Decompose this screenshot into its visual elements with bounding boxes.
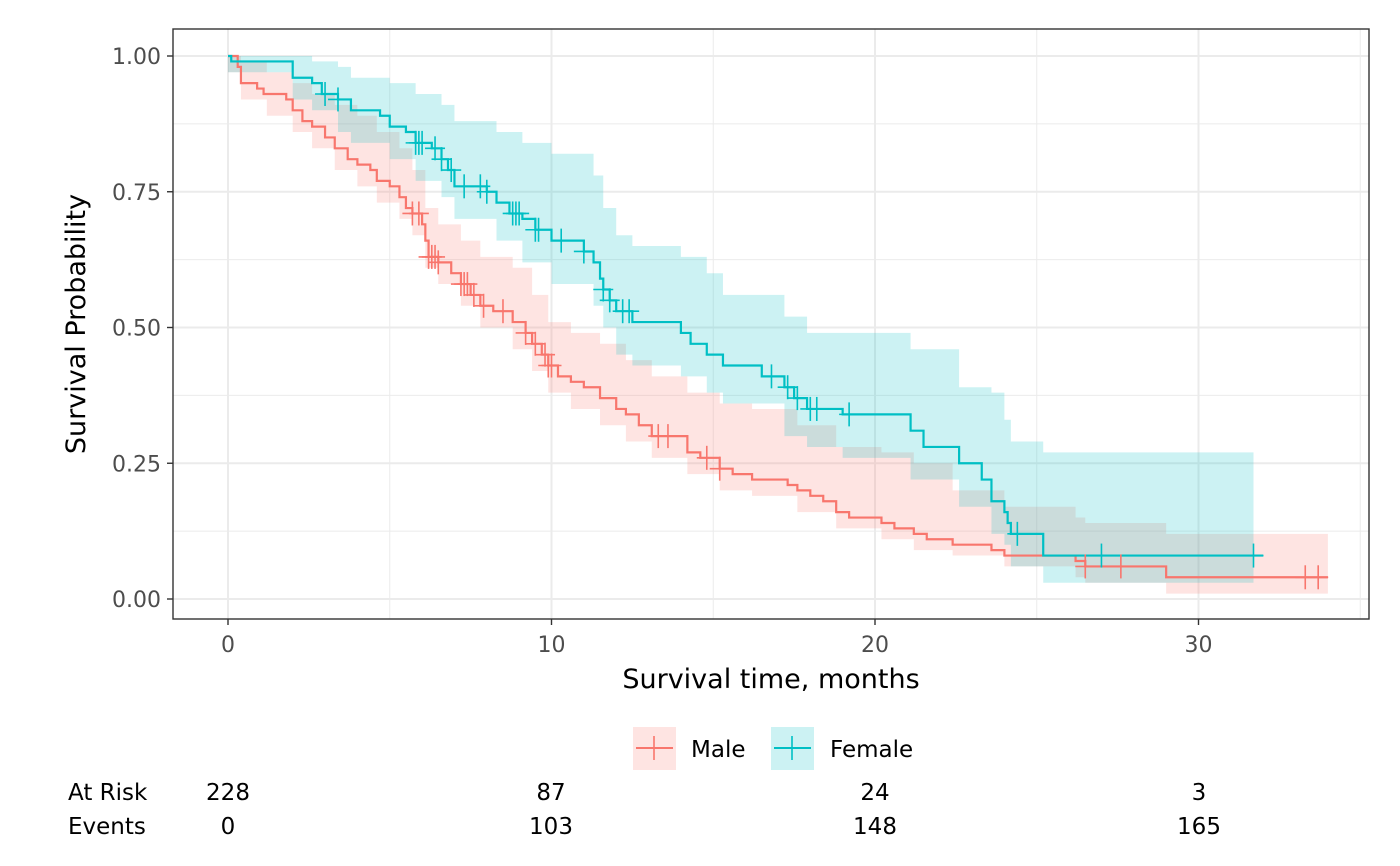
legend: Male Female <box>633 727 913 770</box>
risk-row-label-at-risk: At Risk <box>68 780 148 806</box>
risk-table: At Risk Events 228 87 24 3 0 103 148 165 <box>68 780 1221 840</box>
risk-row-label-events: Events <box>68 814 146 840</box>
x-tick-label: 0 <box>221 633 235 658</box>
risk-at-risk-t20: 24 <box>860 780 889 806</box>
axes: 0 10 20 30 0.00 0.25 0.50 0.75 1.00 <box>112 45 1212 658</box>
y-tick-label: 0.75 <box>112 181 161 206</box>
x-tick-label: 20 <box>861 633 889 658</box>
censor-marks <box>315 82 1329 590</box>
legend-item-male[interactable]: Male <box>633 727 745 770</box>
y-tick-label: 0.00 <box>112 588 161 613</box>
x-tick-label: 30 <box>1185 633 1213 658</box>
risk-at-risk-t0: 228 <box>206 780 250 806</box>
risk-events-t0: 0 <box>221 814 236 840</box>
confidence-band-female <box>228 56 1254 583</box>
survival-curve-female <box>228 54 1264 557</box>
y-tick-label: 0.50 <box>112 317 161 342</box>
survival-curve-male <box>228 54 1328 579</box>
grid <box>173 29 1369 619</box>
risk-at-risk-t30: 3 <box>1192 780 1207 806</box>
survival-curves <box>228 54 1328 579</box>
legend-item-female[interactable]: Female <box>771 727 913 770</box>
y-tick-label: 0.25 <box>112 452 161 477</box>
plot-panel-border <box>172 28 1370 620</box>
y-tick-label: 1.00 <box>112 45 161 70</box>
legend-label-female: Female <box>830 737 913 763</box>
risk-events-t30: 165 <box>1177 814 1221 840</box>
risk-events-t10: 103 <box>529 814 573 840</box>
x-axis-title: Survival time, months <box>622 664 919 695</box>
risk-at-risk-t10: 87 <box>536 780 565 806</box>
legend-label-male: Male <box>691 737 745 763</box>
y-axis-title: Survival Probability <box>61 194 92 454</box>
risk-events-t20: 148 <box>853 814 897 840</box>
x-tick-label: 10 <box>538 633 566 658</box>
